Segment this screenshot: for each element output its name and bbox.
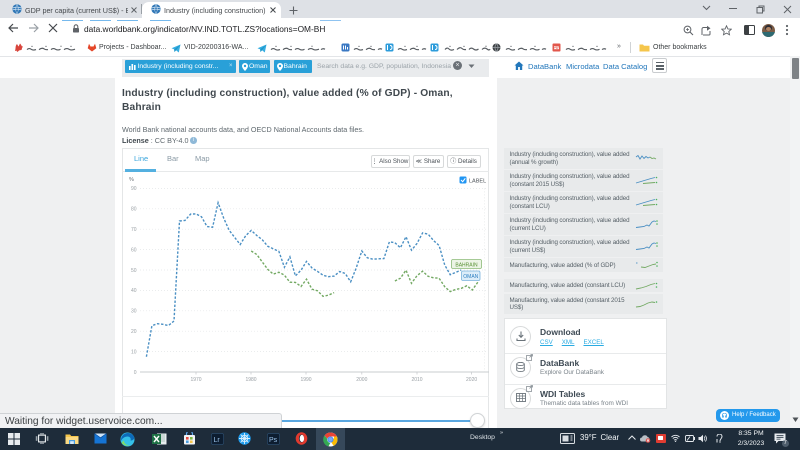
svg-text:50: 50	[131, 268, 137, 274]
svg-text:80: 80	[131, 207, 137, 213]
svg-text:2010: 2010	[411, 377, 422, 383]
svg-text:70: 70	[131, 227, 137, 233]
svg-text:1990: 1990	[300, 377, 311, 383]
svg-text:10: 10	[131, 349, 137, 355]
svg-text:90: 90	[131, 186, 137, 192]
svg-text:Lr: Lr	[214, 436, 221, 443]
svg-text:2000: 2000	[356, 377, 367, 383]
svg-text:%: %	[129, 177, 134, 183]
svg-text:30: 30	[131, 309, 137, 315]
svg-text:OMAN: OMAN	[463, 274, 478, 280]
svg-text:2020: 2020	[466, 377, 477, 383]
svg-text:BAHRAIN: BAHRAIN	[455, 262, 478, 268]
svg-text:0: 0	[134, 370, 137, 376]
svg-text:20: 20	[131, 329, 137, 335]
svg-text:1970: 1970	[190, 377, 201, 383]
svg-text:60: 60	[131, 247, 137, 253]
svg-text:40: 40	[131, 288, 137, 294]
svg-text:1980: 1980	[245, 377, 256, 383]
svg-text:LABEL: LABEL	[469, 179, 486, 185]
svg-text:Ps: Ps	[269, 436, 278, 443]
